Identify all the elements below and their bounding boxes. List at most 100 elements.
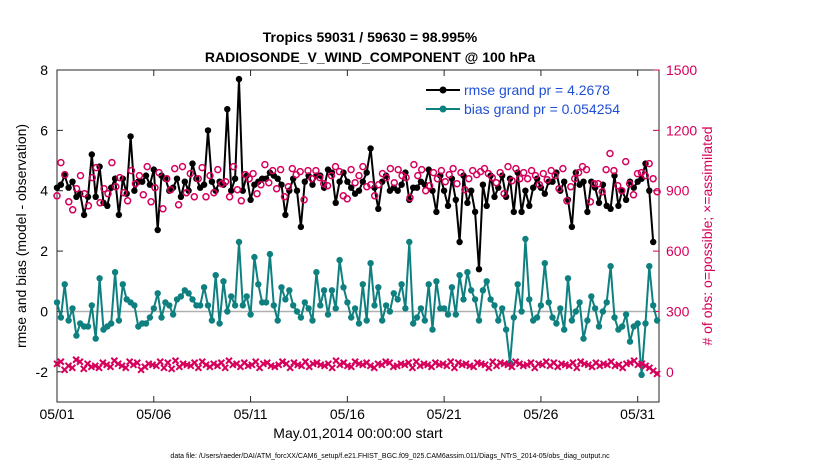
data-point — [626, 338, 634, 345]
data-point — [309, 317, 316, 324]
data-point — [452, 196, 459, 203]
series-filled-circle — [53, 235, 661, 378]
data-point — [317, 302, 324, 309]
possible-obs-point — [508, 176, 516, 185]
data-point — [131, 302, 138, 309]
assimilated-obs-point — [129, 361, 138, 369]
cross-stroke — [190, 359, 199, 367]
cross-stroke — [504, 361, 512, 369]
cross-stroke — [252, 358, 260, 366]
cross-stroke — [527, 359, 535, 367]
cross-stroke — [481, 361, 489, 369]
possible-obs-point — [225, 193, 234, 201]
possible-obs-point — [370, 192, 379, 200]
data-point — [363, 317, 370, 324]
data-point — [622, 196, 630, 203]
data-point — [104, 202, 111, 209]
data-point — [634, 320, 641, 327]
data-point — [208, 317, 216, 324]
cross-stroke — [301, 358, 310, 366]
possible-obs-point — [143, 162, 151, 171]
data-point — [398, 281, 405, 288]
cross-stroke — [576, 358, 585, 366]
possible-obs-point — [629, 191, 638, 199]
cross-stroke — [596, 362, 604, 370]
assimilated-obs-point — [133, 359, 141, 367]
data-point — [231, 175, 239, 182]
possible-obs-point — [284, 182, 293, 191]
data-point — [568, 223, 576, 231]
cross-stroke — [118, 362, 126, 370]
possible-obs-point — [343, 195, 351, 203]
possible-obs-point — [649, 174, 657, 183]
data-point — [247, 196, 254, 203]
possible-obs-point — [65, 198, 73, 206]
cross-stroke — [485, 364, 493, 372]
data-point — [53, 299, 61, 306]
data-point — [561, 178, 568, 185]
data-point — [344, 178, 351, 185]
cross-stroke — [64, 362, 73, 370]
possible-obs-point — [625, 179, 634, 188]
possible-obs-point — [574, 168, 583, 177]
data-point — [440, 187, 448, 194]
possible-obs-point — [57, 158, 65, 167]
data-point — [150, 305, 157, 312]
possible-obs-point — [402, 173, 410, 182]
plot-area — [56, 69, 660, 403]
cross-stroke — [125, 358, 134, 366]
data-point — [108, 320, 115, 327]
legend-marker-rmse — [439, 86, 447, 94]
possible-obs-point — [633, 169, 642, 178]
data-point — [146, 181, 154, 188]
assimilated-obs-point — [641, 362, 650, 370]
cross-stroke — [550, 359, 558, 367]
data-point — [200, 284, 208, 291]
data-point — [359, 178, 366, 185]
data-point — [204, 127, 212, 134]
cross-stroke — [232, 360, 241, 368]
possible-obs-point — [123, 197, 132, 205]
cross-stroke — [313, 359, 321, 367]
assimilated-obs-point — [171, 357, 180, 365]
possible-obs-point — [417, 165, 426, 174]
possible-obs-point — [563, 197, 571, 205]
assimilated-obs-point — [393, 362, 401, 370]
possible-obs-point — [390, 178, 399, 187]
cross-stroke — [630, 357, 638, 365]
data-point — [181, 178, 188, 185]
possible-obs-point — [567, 182, 575, 191]
assimilated-obs-point — [638, 360, 646, 368]
data-point — [297, 314, 305, 321]
possible-obs-point — [135, 171, 144, 180]
assimilated-obs-point — [72, 356, 80, 364]
data-point — [375, 284, 382, 291]
assimilated-obs-point — [596, 362, 604, 370]
possible-obs-point — [214, 165, 222, 174]
data-point — [278, 181, 285, 188]
possible-obs-point — [453, 179, 461, 188]
data-point — [200, 181, 208, 188]
possible-obs-point — [606, 149, 614, 158]
possible-obs-point — [394, 165, 402, 174]
cross-stroke — [53, 360, 61, 368]
possible-obs-point — [68, 206, 77, 214]
possible-obs-point — [386, 164, 395, 173]
data-point — [359, 281, 366, 288]
cross-stroke — [645, 364, 654, 372]
possible-obs-point — [331, 162, 340, 171]
cross-stroke — [68, 364, 76, 372]
possible-obs-point — [116, 173, 124, 182]
series-open-circle — [53, 149, 661, 214]
cross-stroke — [412, 358, 420, 366]
assimilated-obs-point — [336, 361, 344, 369]
possible-obs-point — [441, 177, 450, 186]
cross-stroke — [290, 359, 298, 367]
y-axis-label-right: # of obs: o=possible; ×=assimilated — [699, 126, 715, 345]
data-point — [231, 302, 239, 309]
cross-stroke — [424, 361, 432, 369]
possible-obs-point — [131, 179, 140, 188]
possible-obs-point — [335, 167, 344, 176]
data-point — [588, 293, 595, 300]
data-point — [189, 160, 196, 167]
